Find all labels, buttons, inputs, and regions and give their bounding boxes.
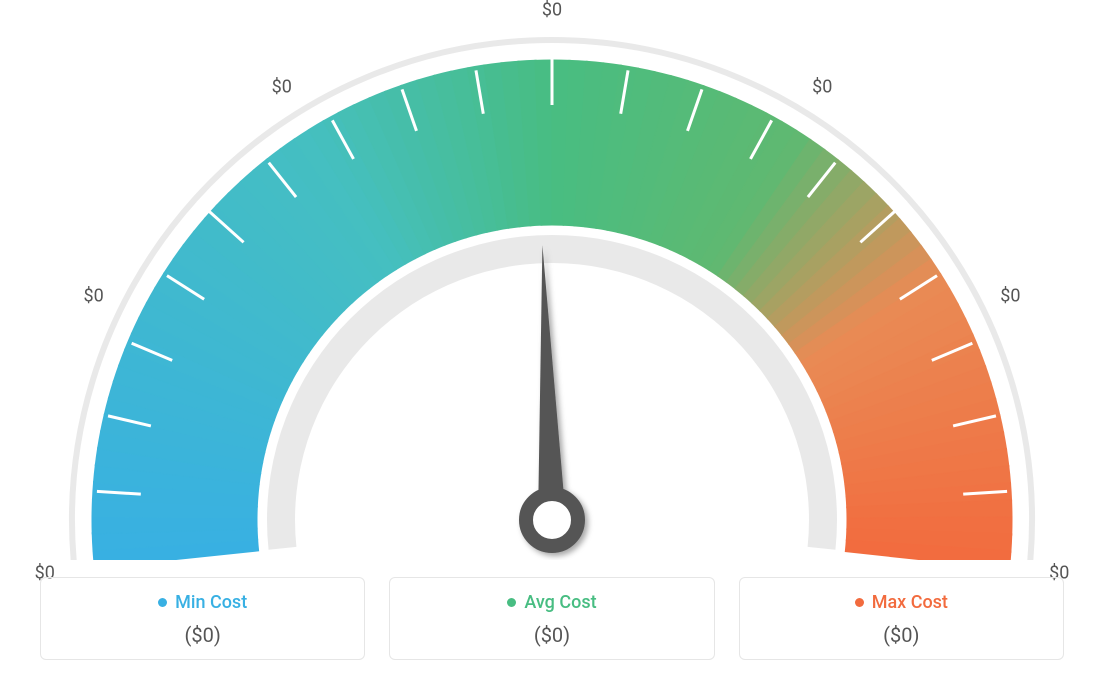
axis-label: $0 xyxy=(83,286,103,307)
legend-dot-icon xyxy=(507,598,516,607)
axis-label: $0 xyxy=(1000,286,1020,307)
gauge-needle xyxy=(526,245,578,546)
legend-card-avg: Avg Cost ($0) xyxy=(389,577,714,660)
legend-title-max: Max Cost xyxy=(855,592,948,613)
axis-label: $0 xyxy=(272,77,292,98)
legend-title-avg: Avg Cost xyxy=(507,592,596,613)
legend-card-max: Max Cost ($0) xyxy=(739,577,1064,660)
axis-label: $0 xyxy=(812,77,832,98)
legend-row: Min Cost ($0) Avg Cost ($0) Max Cost ($0) xyxy=(40,577,1064,660)
axis-label: $0 xyxy=(542,0,562,21)
legend-value-max: ($0) xyxy=(750,623,1053,647)
legend-dot-icon xyxy=(855,598,864,607)
legend-card-min: Min Cost ($0) xyxy=(40,577,365,660)
legend-label-text: Min Cost xyxy=(175,592,247,613)
gauge-svg xyxy=(0,0,1104,560)
legend-label-text: Avg Cost xyxy=(524,592,596,613)
legend-value-avg: ($0) xyxy=(400,623,703,647)
gauge-area: $0$0$0$0$0$0$0 xyxy=(0,0,1104,560)
legend-title-min: Min Cost xyxy=(158,592,247,613)
legend-value-min: ($0) xyxy=(51,623,354,647)
legend-label-text: Max Cost xyxy=(872,592,948,613)
legend-dot-icon xyxy=(158,598,167,607)
gauge-chart-container: $0$0$0$0$0$0$0 Min Cost($0)Avg Cost($0)M… xyxy=(0,0,1104,690)
